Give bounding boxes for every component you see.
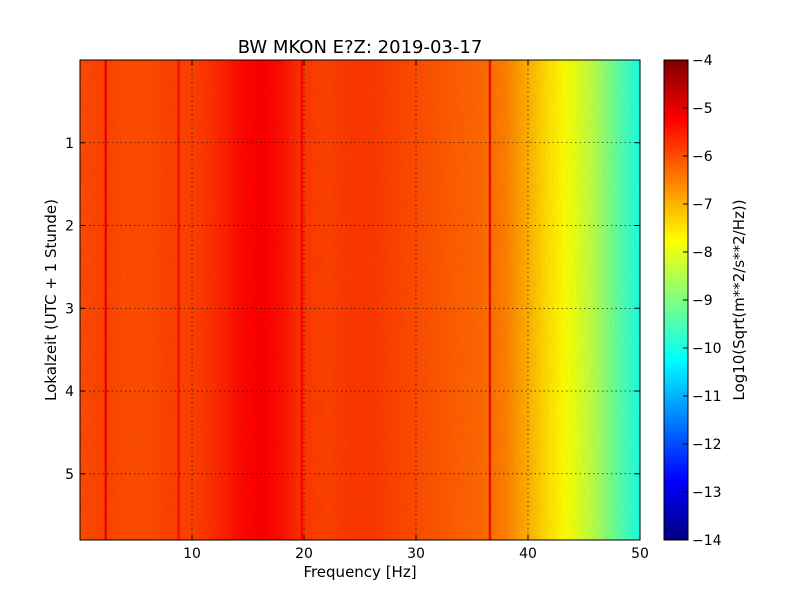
x-tick-label: 50: [631, 546, 649, 562]
x-tick-label: 20: [295, 546, 313, 562]
x-tick-label: 40: [519, 546, 537, 562]
colorbar-ticks: −4 −5 −6 −7 −8 −9 −10 −11 −12 −13 −14: [683, 53, 722, 549]
y-tick-label: 2: [65, 219, 74, 235]
chart-title: BW MKON E?Z: 2019-03-17: [238, 37, 483, 58]
colorbar-tick-label: −7: [692, 197, 713, 213]
colorbar-tick-label: −5: [692, 101, 713, 117]
colorbar-tick-label: −10: [692, 341, 722, 357]
y-tick-label: 1: [65, 136, 74, 152]
heatmap-grain: [80, 60, 640, 540]
x-axis-ticks: 10 20 30 40 50: [183, 60, 649, 562]
colorbar-tick-label: −11: [692, 389, 722, 405]
x-tick-label: 10: [183, 546, 201, 562]
y-tick-label: 4: [65, 384, 74, 400]
colorbar-tick-label: −13: [692, 485, 722, 501]
colorbar-tick-label: −4: [692, 53, 713, 69]
y-axis-label: Lokalzeit (UTC + 1 Stunde): [42, 199, 60, 401]
y-tick-label: 5: [65, 467, 74, 483]
y-axis-ticks: 1 2 3 4 5: [65, 136, 640, 483]
colorbar-label: Log10(Sqrt(m**2/s**2/Hz)): [730, 199, 748, 400]
x-axis-label: Frequency [Hz]: [303, 563, 416, 581]
grid-lines: [80, 60, 640, 540]
y-tick-label: 3: [65, 301, 74, 317]
colorbar-tick-label: −14: [692, 533, 722, 549]
x-tick-label: 30: [407, 546, 425, 562]
colorbar-tick-label: −12: [692, 437, 722, 453]
colorbar-tick-label: −9: [692, 293, 713, 309]
plot-frame: [79, 59, 641, 541]
colorbar-tick-label: −6: [692, 149, 713, 165]
colorbar-tick-label: −8: [692, 245, 713, 261]
